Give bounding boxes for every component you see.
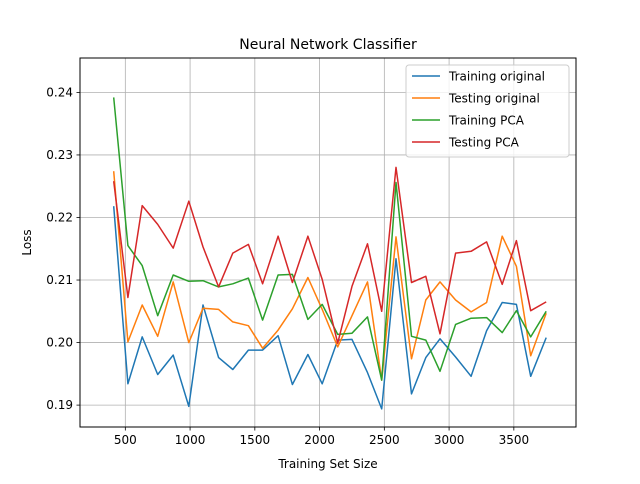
y-tick-label: 0.22: [46, 210, 73, 224]
plot-frame: [79, 57, 577, 428]
legend-label-testing-original: Testing original: [448, 92, 540, 106]
series-line-testing-pca: [112, 166, 547, 344]
y-tick-label: 0.21: [46, 273, 73, 287]
x-tick-label: 1500: [240, 433, 271, 447]
y-tick-label: 0.23: [46, 148, 73, 162]
y-axis-label: Loss: [20, 229, 34, 255]
grid: [80, 58, 576, 427]
x-tick-label: 1000: [175, 433, 206, 447]
y-tick-label: 0.20: [46, 336, 73, 350]
y-tick-label: 0.19: [46, 398, 73, 412]
x-tick-label: 2500: [369, 433, 400, 447]
x-axis-label: Training Set Size: [277, 457, 377, 471]
series-line-training-original: [112, 206, 547, 410]
x-tick-label: 500: [114, 433, 137, 447]
series-line-training-pca: [112, 97, 547, 381]
legend-label-testing-pca: Testing PCA: [448, 136, 520, 150]
legend-label-training-original: Training original: [448, 70, 545, 84]
x-tick-label: 2000: [304, 433, 335, 447]
legend-label-training-pca: Training PCA: [448, 114, 525, 128]
chart-title: Neural Network Classifier: [239, 37, 417, 53]
legend-box: [405, 64, 570, 158]
x-tick-label: 3500: [499, 433, 530, 447]
legend: Training original Testing original Trainin…: [405, 64, 570, 158]
series-line-testing-original: [112, 171, 547, 381]
axis-ticks: 500 1000 1500 2000 2500 3000 3500 0.19 0.20 0.21 0…: [46, 85, 529, 447]
series-lines: [112, 97, 547, 410]
y-tick-label: 0.24: [46, 85, 73, 99]
x-tick-label: 3000: [434, 433, 465, 447]
